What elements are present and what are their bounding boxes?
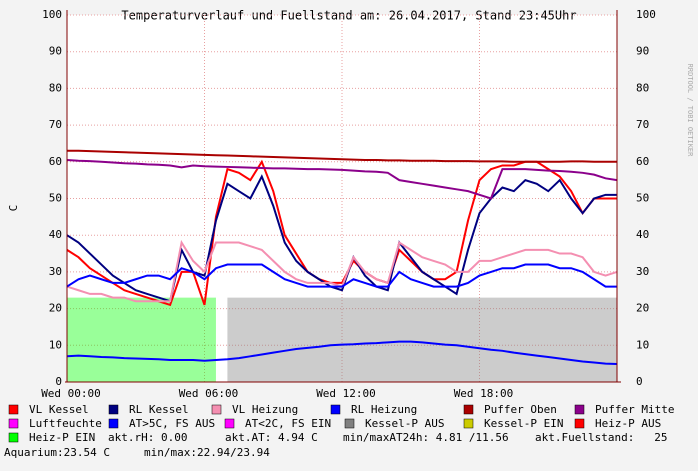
legend-label: Kessel-P AUS	[365, 417, 444, 430]
line	[66, 158, 618, 200]
x-tick-label: Wed 00:00	[41, 387, 101, 400]
y-tick-label: 50	[49, 192, 62, 205]
line	[66, 340, 618, 366]
line	[67, 149, 617, 163]
y-tick-label: 30	[49, 265, 62, 278]
y-axis-label: C	[7, 205, 20, 212]
x-tick-label: Wed 06:00	[179, 387, 239, 400]
legend-swatch	[8, 404, 19, 415]
y-tick-label: 80	[49, 81, 62, 94]
area	[67, 297, 216, 382]
status-note: min/max:22.94/23.94	[144, 446, 270, 459]
legend-label: Kessel-P EIN	[484, 417, 563, 430]
legend-swatch	[211, 404, 222, 415]
y-tick-label-right: 0	[636, 375, 643, 388]
y-tick-label-right: 80	[636, 81, 649, 94]
y-tick-label-right: 50	[636, 192, 649, 205]
y-tick-label-right: 10	[636, 338, 649, 351]
legend-swatch	[463, 418, 474, 429]
legend-label: Luftfeuchte	[29, 417, 102, 430]
watermark: RRDTOOL / TOBI OETIKER	[686, 64, 694, 158]
status-note: Aquarium:23.54 C	[4, 446, 110, 459]
y-tick-label: 90	[49, 45, 62, 58]
area	[227, 297, 617, 382]
status-note: akt.rH: 0.00	[108, 431, 187, 444]
y-tick-label: 10	[49, 338, 62, 351]
legend-swatch	[463, 404, 474, 415]
legend-swatch	[224, 418, 235, 429]
legend-label: AT<2C, FS EIN	[245, 417, 331, 430]
legend-label: Heiz-P EIN	[29, 431, 95, 444]
y-tick-label-right: 20	[636, 302, 649, 315]
legend-label: VL Heizung	[232, 403, 298, 416]
legend-swatch	[574, 418, 585, 429]
legend-label: Puffer Mitte	[595, 403, 674, 416]
legend-label: AT>5C, FS AUS	[129, 417, 215, 430]
y-tick-label-right: 100	[636, 8, 656, 21]
y-tick-label-right: 60	[636, 155, 649, 168]
legend-swatch	[8, 432, 19, 443]
status-note: akt.AT: 4.94 C	[225, 431, 318, 444]
legend-swatch	[344, 418, 355, 429]
line	[66, 174, 617, 303]
status-note: min/maxAT24h: 4.81 /11.56	[343, 431, 509, 444]
legend-label: Heiz-P AUS	[595, 417, 661, 430]
legend-swatch	[108, 404, 119, 415]
y-tick-label: 40	[49, 228, 62, 241]
y-tick-label: 0	[55, 375, 62, 388]
y-tick-label-right: 90	[636, 45, 649, 58]
y-tick-label-right: 70	[636, 118, 649, 131]
y-tick-label: 100	[42, 8, 62, 21]
y-tick-label: 70	[49, 118, 62, 131]
y-tick-label-right: 40	[636, 228, 649, 241]
legend-label: VL Kessel	[29, 403, 89, 416]
y-tick-label-right: 30	[636, 265, 649, 278]
x-tick-label: Wed 12:00	[316, 387, 376, 400]
line	[66, 263, 617, 288]
legend-swatch	[108, 418, 119, 429]
legend-swatch	[8, 418, 19, 429]
y-tick-label: 20	[49, 302, 62, 315]
legend-swatch	[330, 404, 341, 415]
legend-swatch	[574, 404, 585, 415]
legend-label: Puffer Oben	[484, 403, 557, 416]
status-note: akt.Fuellstand: 25	[535, 431, 667, 444]
y-tick-label: 60	[49, 155, 62, 168]
legend-label: RL Kessel	[129, 403, 189, 416]
legend-label: RL Heizung	[351, 403, 417, 416]
x-tick-label: Wed 18:00	[454, 387, 514, 400]
